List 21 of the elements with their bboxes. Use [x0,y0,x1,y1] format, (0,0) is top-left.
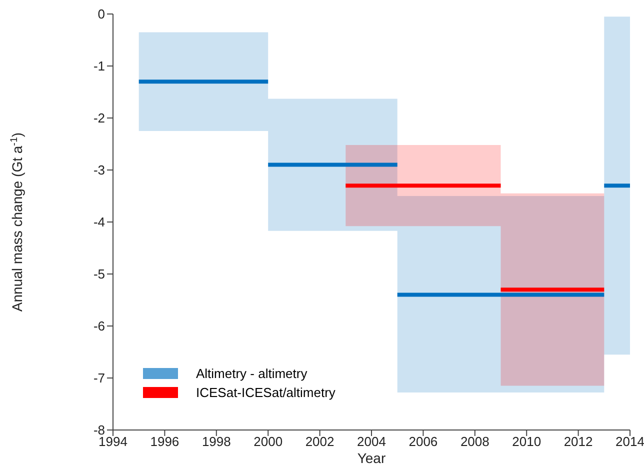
y-tick-label: -2 [93,110,105,126]
y-tick-label: -6 [93,318,105,334]
x-tick-label: 2008 [460,434,490,450]
x-tick-label: 2014 [616,434,644,450]
y-tick-label: 0 [98,6,105,22]
legend-label: Altimetry - altimetry [196,366,308,381]
y-tick-label: -4 [93,214,105,230]
x-tick-label: 2006 [408,434,438,450]
x-tick-label: 1996 [150,434,180,450]
x-tick-label: 2012 [564,434,593,450]
x-tick-label: 2010 [512,434,542,450]
y-tick-label: -7 [93,370,105,386]
y-tick-label: -1 [93,58,105,74]
x-tick-label: 2000 [254,434,283,450]
x-axis-title: Year [357,450,386,466]
x-tick-label: 2002 [305,434,334,450]
legend-label: ICESat-ICESat/altimetry [196,385,336,400]
x-tick-label: 2004 [357,434,386,450]
x-tick-label: 1998 [202,434,231,450]
y-tick-label: -3 [93,162,105,178]
y-tick-label: -5 [93,266,105,282]
